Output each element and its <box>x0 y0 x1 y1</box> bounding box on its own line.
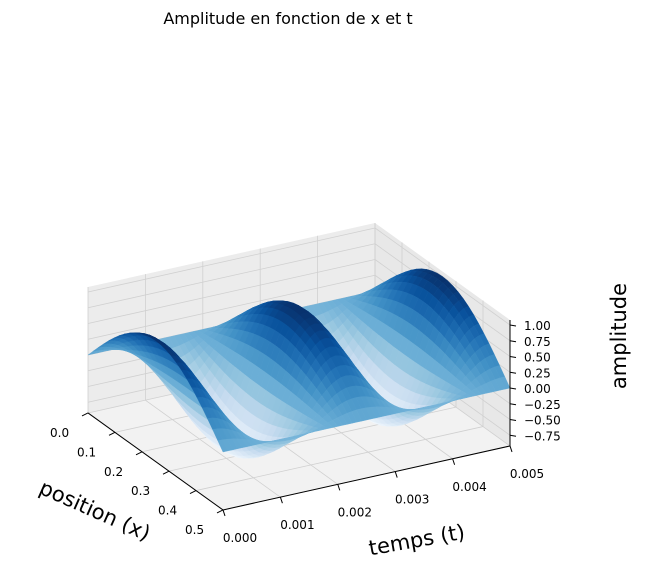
t-tick <box>509 445 513 453</box>
z-tick <box>509 387 517 390</box>
t-tick <box>452 458 456 465</box>
x-tick-label: 0.0 <box>50 426 69 440</box>
x-tick-label: 0.5 <box>185 523 204 537</box>
z-tick-label: 1.00 <box>524 319 551 333</box>
t-tick <box>279 497 283 504</box>
z-tick <box>509 324 517 327</box>
t-tick-label: 0.002 <box>338 505 372 519</box>
x-axis-line <box>87 412 224 511</box>
x-tick-label: 0.3 <box>131 484 150 498</box>
chart-title: Amplitude en fonction de x et t <box>163 9 412 28</box>
x-tick <box>216 509 224 514</box>
t-tick <box>394 471 398 478</box>
z-tick-label: 0.50 <box>524 351 551 365</box>
grid-line <box>87 243 376 309</box>
z-tick <box>509 434 517 437</box>
t-tick-label: 0.003 <box>395 493 429 507</box>
t-tick <box>222 509 226 517</box>
z-axis-label: amplitude <box>607 283 631 389</box>
tick-labels: 0.0 0.1 0.2 0.3 0.4 0.5 0.000 0.001 0.002 0.003 0.… <box>50 319 561 545</box>
z-tick-label: −0.75 <box>524 429 561 443</box>
x-tick <box>189 490 197 495</box>
z-tick-label: 0.00 <box>524 382 551 396</box>
t-axis-label: temps (t) <box>367 520 467 561</box>
grid-line <box>145 399 281 498</box>
z-tick <box>509 419 517 421</box>
z-tick <box>509 371 517 374</box>
z-tick <box>509 356 517 358</box>
t-axis-line <box>222 445 511 511</box>
x-tick-label: 0.1 <box>77 445 96 459</box>
z-tick-label: 0.75 <box>524 335 551 349</box>
t-tick <box>337 484 341 491</box>
grid-line <box>87 274 376 340</box>
x-tick-label: 0.4 <box>158 504 177 518</box>
z-tick-label: −0.50 <box>524 414 561 428</box>
x-tick <box>81 412 89 417</box>
x-tick <box>162 470 170 475</box>
t-tick-label: 0.005 <box>510 467 544 481</box>
grid-line <box>87 227 376 293</box>
z-tick-label: −0.25 <box>524 398 561 412</box>
z-tick <box>509 340 517 343</box>
t-tick-label: 0.001 <box>280 518 314 532</box>
z-tick-label: 0.25 <box>524 366 551 380</box>
grid-line <box>87 259 376 324</box>
surface-patch <box>217 439 229 453</box>
z-tick <box>509 403 517 406</box>
x-tick <box>108 431 116 436</box>
x-tick-label: 0.2 <box>104 465 123 479</box>
x-tick <box>135 451 143 456</box>
grid-line <box>195 426 484 491</box>
t-tick-label: 0.004 <box>452 480 486 494</box>
t-tick-label: 0.000 <box>223 531 257 545</box>
surface-plot <box>87 268 511 459</box>
